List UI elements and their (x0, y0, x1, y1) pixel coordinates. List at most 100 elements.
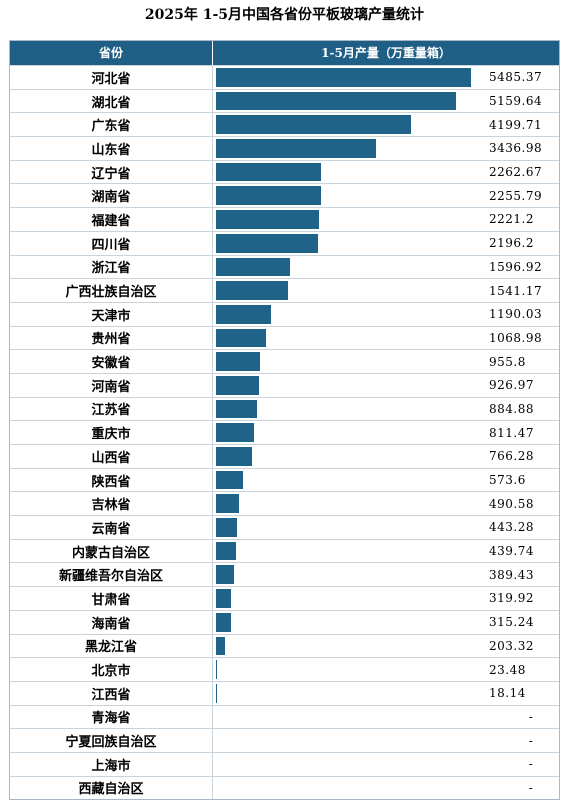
value-label: - (528, 780, 534, 795)
bar-cell (213, 90, 489, 113)
province-label: 江西省 (10, 681, 213, 705)
province-label: 甘肃省 (10, 587, 213, 610)
bar (216, 660, 218, 679)
bar-cell (213, 398, 489, 421)
table-row: 吉林省 490.58 (10, 491, 559, 516)
province-label: 北京市 (10, 658, 213, 681)
bar-cell (213, 350, 489, 373)
bar-cell (213, 587, 489, 610)
province-label: 广东省 (10, 113, 213, 137)
province-label: 上海市 (10, 752, 213, 776)
value-label: 573.6 (489, 473, 526, 488)
table-row: 海南省 315.24 (10, 609, 559, 634)
value-label: 5159.64 (489, 94, 543, 109)
value-label: 2196.2 (489, 236, 534, 251)
bar (216, 115, 412, 135)
value-label: 1190.03 (489, 307, 543, 322)
bar (216, 257, 291, 277)
table-row: 宁夏回族自治区 - (10, 728, 559, 752)
province-label: 天津市 (10, 302, 213, 326)
bar-cell (213, 563, 489, 586)
bar-cell (213, 540, 489, 563)
province-label: 贵州省 (10, 326, 213, 350)
table-row: 广西壮族自治区 1541.17 (10, 278, 559, 302)
table-row: 新疆维吾尔自治区 389.43 (10, 562, 559, 587)
value-label: 1068.98 (489, 330, 543, 345)
bar (216, 162, 322, 182)
bar (216, 210, 320, 229)
bar-cell (213, 66, 489, 89)
value-label: 490.58 (489, 496, 534, 511)
table-row: 西藏自治区 - (10, 775, 559, 800)
value-label: 766.28 (489, 449, 534, 464)
value-label: 203.32 (489, 638, 534, 653)
bar (216, 91, 456, 111)
table-row: 湖北省 5159.64 (10, 88, 559, 113)
bar (216, 447, 252, 466)
table-row: 辽宁省 2262.67 (10, 159, 559, 184)
value-label: 1541.17 (489, 283, 543, 298)
table-row: 内蒙古自治区 439.74 (10, 538, 559, 563)
bar-cell (213, 303, 489, 326)
production-table: 省份 1-5月产量（万重量箱） 河北省 5485.37 湖北省 5159.64 广东省 4… (9, 40, 560, 801)
province-label: 广西壮族自治区 (10, 279, 213, 302)
province-label: 山东省 (10, 137, 213, 160)
table-row: 青海省 - (10, 704, 559, 729)
province-label: 四川省 (10, 231, 213, 255)
bar (216, 612, 231, 632)
bar (216, 281, 288, 300)
header-province: 省份 (10, 41, 213, 65)
chart-title: 2025年 1-5月中国各省份平板玻璃产量统计 (144, 7, 425, 23)
bar-cell (213, 729, 489, 752)
province-label: 安徽省 (10, 350, 213, 373)
value-label: 319.92 (489, 591, 534, 606)
province-label: 重庆市 (10, 421, 213, 444)
value-label: 2262.67 (489, 165, 543, 180)
province-label: 福建省 (10, 208, 213, 231)
value-label: - (528, 709, 534, 724)
province-label: 黑龙江省 (10, 634, 213, 658)
bar-cell (213, 374, 489, 397)
bar-cell (213, 753, 489, 776)
table-row: 浙江省 1596.92 (10, 254, 559, 279)
table-row: 重庆市 811.47 (10, 420, 559, 444)
table-row: 甘肃省 319.92 (10, 586, 559, 610)
value-label: - (528, 757, 534, 772)
bar-cell (213, 161, 489, 184)
bar (216, 541, 237, 561)
table-row: 山西省 766.28 (10, 444, 559, 468)
province-label: 陕西省 (10, 468, 213, 492)
table-row: 广东省 4199.71 (10, 112, 559, 137)
table-row: 云南省 443.28 (10, 515, 559, 539)
bar (216, 494, 239, 514)
bar (216, 233, 319, 253)
bar (216, 470, 243, 490)
table-row: 江苏省 884.88 (10, 396, 559, 421)
bar-cell (213, 208, 489, 231)
province-label: 青海省 (10, 705, 213, 729)
province-label: 江苏省 (10, 397, 213, 421)
value-label: 443.28 (489, 520, 534, 535)
value-label: 955.8 (489, 354, 526, 369)
table-row: 四川省 2196.2 (10, 230, 559, 255)
value-label: 1596.92 (489, 259, 543, 274)
bar (216, 636, 226, 656)
table-row: 黑龙江省 203.32 (10, 633, 559, 658)
province-label: 西藏自治区 (10, 776, 213, 800)
bar (216, 399, 258, 419)
table-row: 湖南省 2255.79 (10, 183, 559, 208)
table-row: 河北省 5485.37 (10, 65, 559, 89)
bar-cell (213, 706, 489, 729)
value-label: 3436.98 (489, 141, 543, 156)
province-label: 山西省 (10, 445, 213, 468)
table-header: 省份 1-5月产量（万重量箱） (10, 41, 559, 65)
value-label: 315.24 (489, 615, 534, 630)
table-row: 贵州省 1068.98 (10, 325, 559, 350)
bar-cell (213, 492, 489, 515)
bar-cell (213, 184, 489, 207)
bar-cell (213, 635, 489, 658)
bar (216, 352, 261, 371)
bar (216, 328, 266, 348)
value-label: 5485.37 (489, 70, 543, 85)
bar (216, 565, 235, 585)
